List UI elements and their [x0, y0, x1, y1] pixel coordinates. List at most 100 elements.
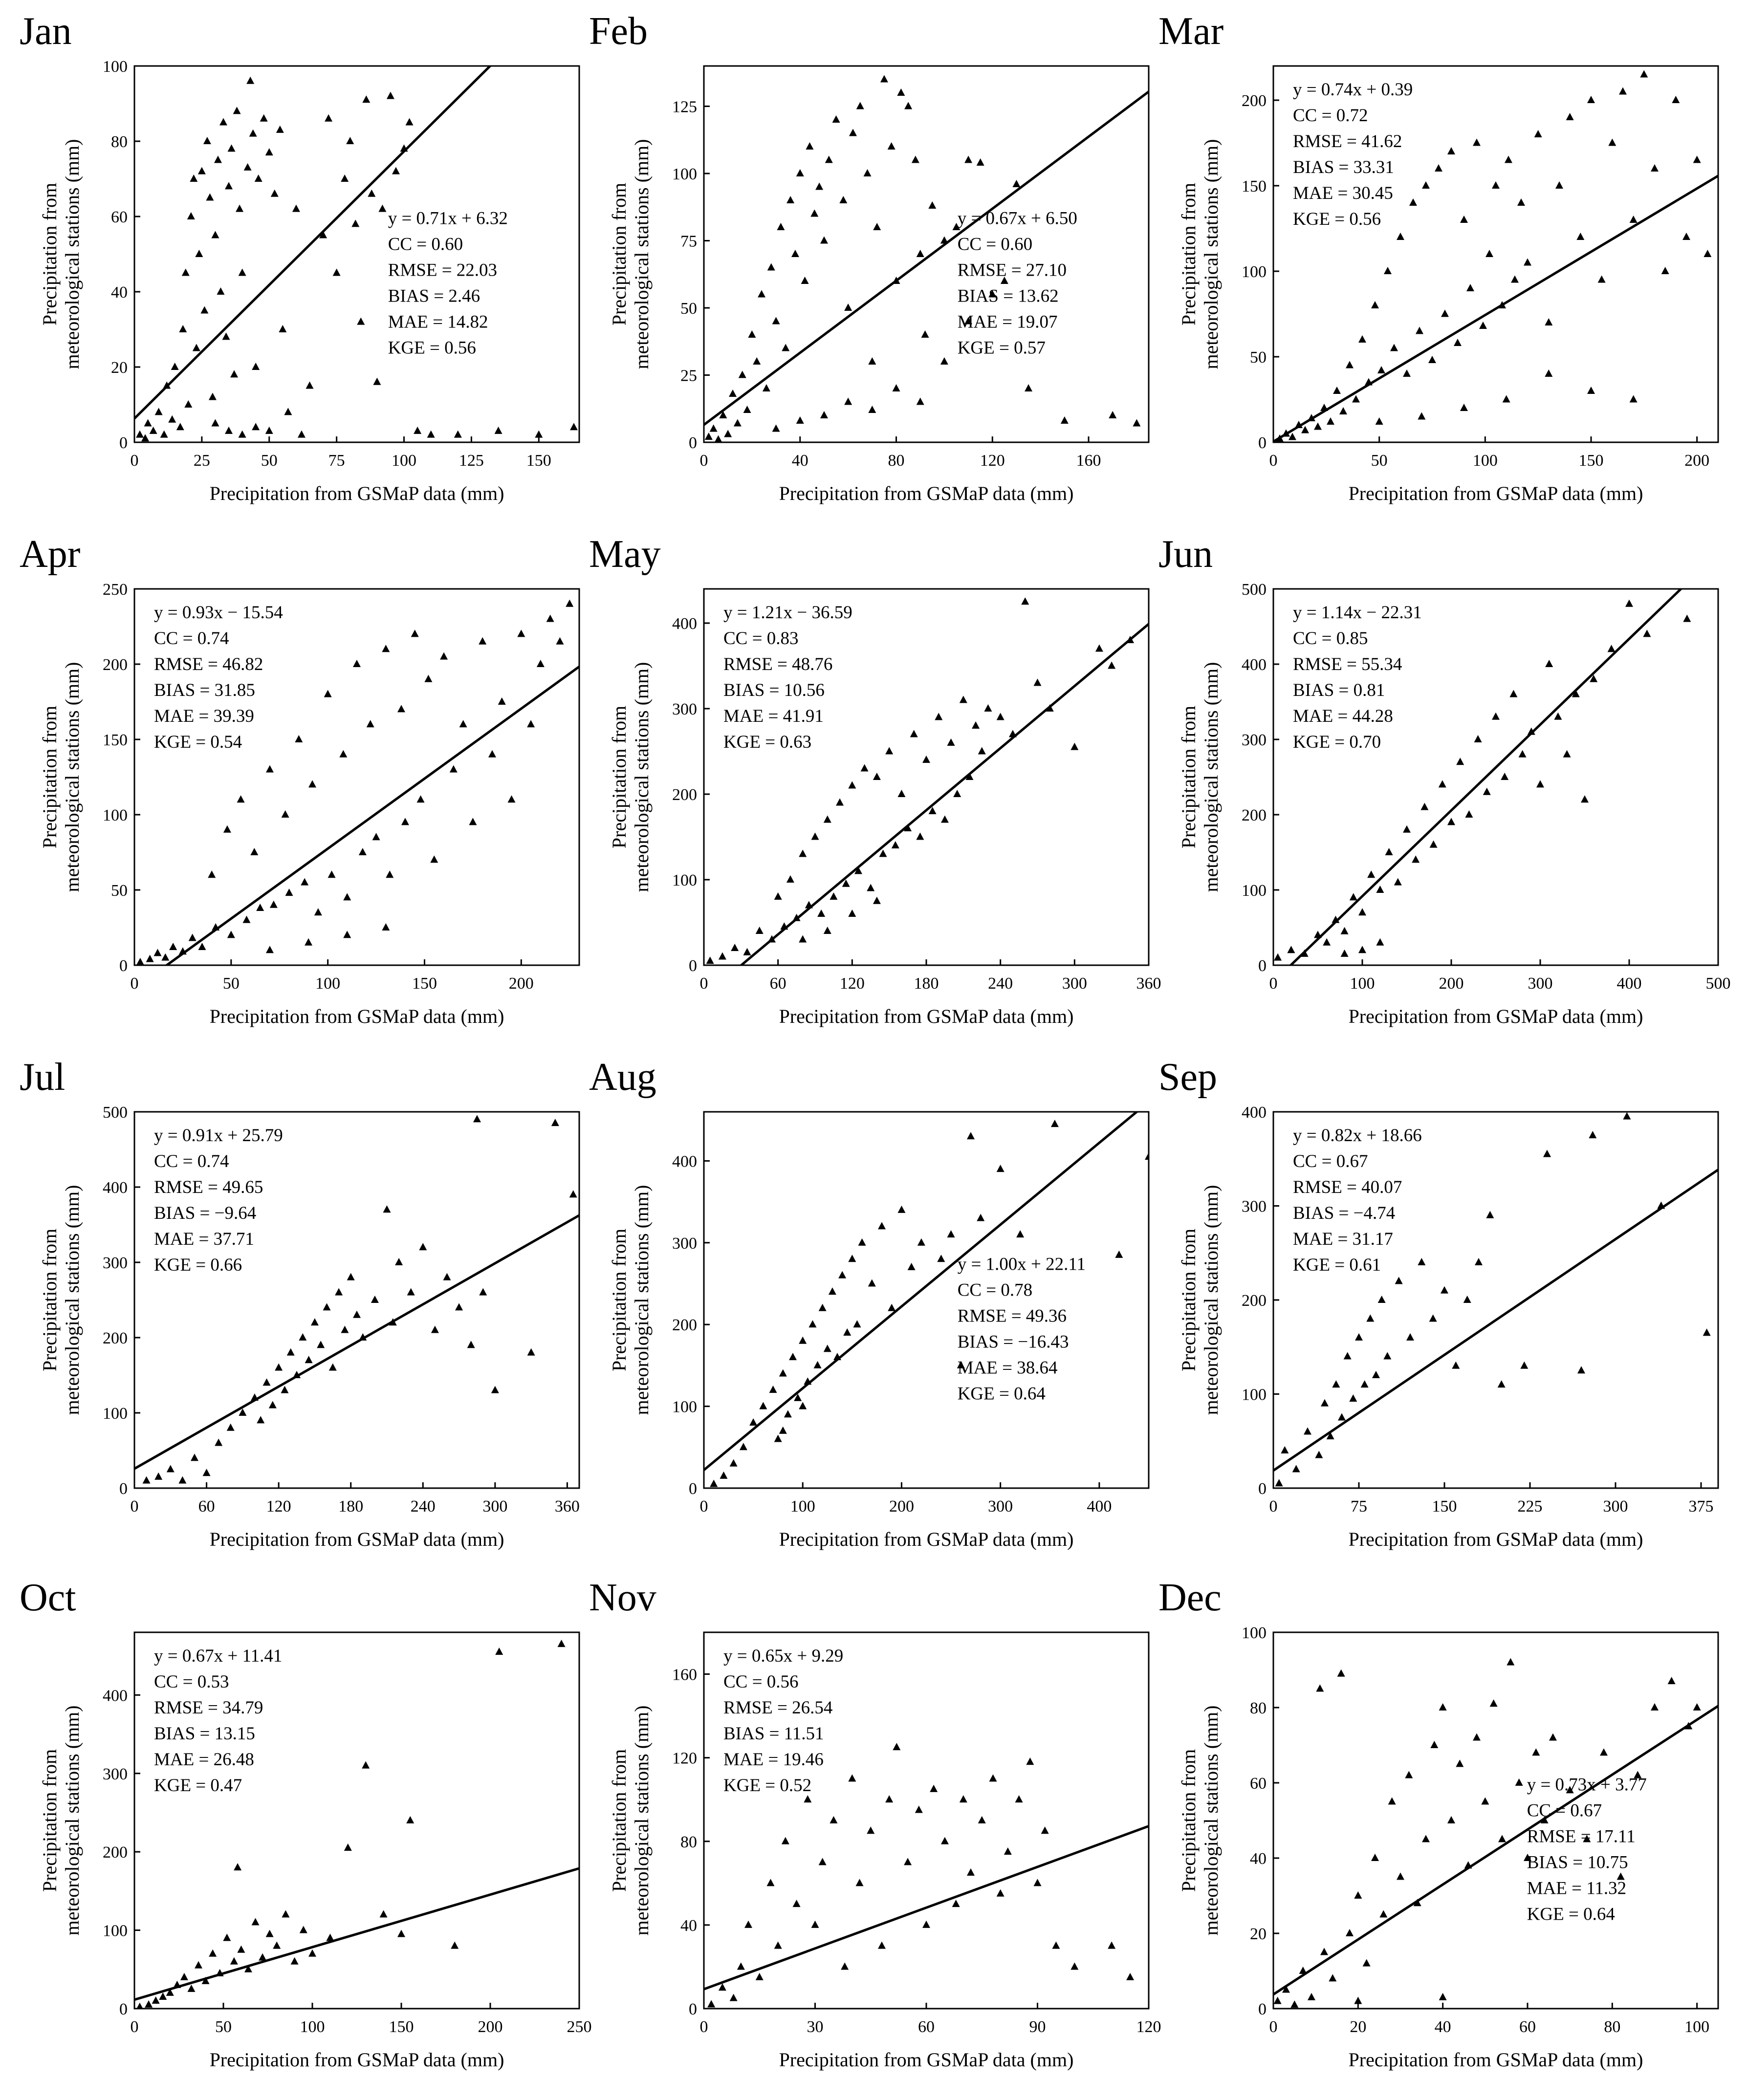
y-tick-label: 200 [672, 786, 697, 804]
data-point [459, 720, 467, 728]
data-point [1418, 412, 1426, 420]
data-point [1376, 938, 1384, 946]
data-point [729, 1459, 738, 1467]
x-tick-label: 50 [1371, 452, 1388, 470]
data-point [566, 599, 574, 607]
data-point [952, 223, 961, 230]
data-point [907, 1263, 916, 1271]
stat-line: RMSE = 46.82 [154, 654, 263, 674]
data-point [935, 713, 943, 720]
data-point [930, 1784, 938, 1792]
data-point [1430, 1741, 1439, 1748]
data-point [1466, 284, 1474, 291]
stat-line: BIAS = 33.31 [1293, 157, 1394, 177]
data-point [306, 381, 314, 389]
data-point [1460, 216, 1468, 223]
stat-line: BIAS = 2.46 [388, 286, 480, 306]
data-point [1385, 848, 1393, 855]
x-axis-label: Precipitation from GSMaP data (mm) [210, 2049, 504, 2071]
data-point [811, 1920, 819, 1928]
data-point [841, 1962, 849, 1970]
x-tick-label: 200 [889, 1497, 914, 1515]
data-point [187, 1984, 196, 1992]
data-point [144, 419, 152, 427]
y-tick-label: 80 [111, 133, 128, 151]
x-tick-label: 0 [131, 452, 139, 470]
data-point [1016, 1230, 1025, 1238]
x-tick-label: 0 [1269, 2018, 1278, 2036]
stat-line: BIAS = 11.51 [723, 1724, 824, 1744]
stat-line: MAE = 41.91 [723, 706, 824, 726]
month-title: Feb [589, 10, 648, 53]
data-point [455, 1303, 463, 1311]
data-point [1483, 787, 1491, 795]
data-point [1397, 1872, 1404, 1880]
data-point [1475, 1258, 1483, 1265]
stat-line: MAE = 19.46 [723, 1750, 824, 1770]
data-point [149, 426, 157, 434]
y-axis-label-line2: meteorological stations (mm) [1200, 1185, 1222, 1415]
stat-line: CC = 0.60 [958, 234, 1032, 254]
data-point [1327, 417, 1334, 425]
stat-line: MAE = 19.07 [958, 312, 1058, 332]
data-point [739, 1443, 747, 1451]
data-point [154, 408, 163, 415]
x-tick-label: 200 [509, 974, 534, 993]
data-point [378, 204, 387, 212]
data-point [317, 1341, 325, 1348]
y-tick-label: 0 [689, 1480, 697, 1498]
data-point [299, 1333, 307, 1341]
data-point [916, 397, 924, 405]
plot-frame [1272, 588, 1719, 966]
data-point [818, 1303, 827, 1311]
data-point [136, 2002, 143, 2009]
data-point [341, 1325, 349, 1333]
x-tick-label: 150 [389, 2018, 414, 2036]
data-point [707, 2000, 716, 2008]
data-point [353, 1310, 361, 1318]
regression-line [1273, 1705, 1718, 1996]
data-point [1288, 433, 1296, 440]
y-axis-label-line2: meteorological stations (mm) [61, 662, 83, 892]
x-tick-label: 30 [807, 2018, 824, 2036]
data-point [823, 815, 831, 823]
data-point [1346, 1929, 1354, 1936]
data-point [887, 142, 895, 150]
data-point [1403, 825, 1411, 833]
stat-line: RMSE = 49.36 [958, 1306, 1067, 1326]
data-point [1447, 818, 1455, 825]
stat-line: y = 0.91x + 25.79 [154, 1126, 283, 1146]
stat-line: BIAS = 0.81 [1293, 680, 1385, 700]
data-point [1473, 138, 1481, 146]
data-point [940, 815, 949, 823]
data-point [273, 1941, 281, 1949]
data-point [347, 1273, 355, 1280]
stat-line: RMSE = 55.34 [1293, 654, 1402, 674]
data-point [1590, 674, 1598, 682]
data-point [275, 1363, 283, 1371]
data-point [270, 189, 279, 197]
data-point [1441, 1286, 1448, 1294]
data-point [860, 764, 869, 772]
data-point [386, 870, 394, 878]
data-point [1524, 258, 1531, 266]
data-point [282, 1910, 290, 1918]
x-axis-label: Precipitation from GSMaP data (mm) [779, 2049, 1074, 2071]
x-tick-label: 180 [338, 1497, 363, 1515]
data-point [1429, 1314, 1437, 1322]
y-tick-label: 40 [680, 1917, 697, 1935]
data-point [1337, 1669, 1345, 1677]
data-point [1549, 1733, 1557, 1741]
data-point [392, 167, 400, 174]
y-tick-label: 400 [672, 615, 697, 633]
x-tick-label: 0 [700, 974, 708, 993]
data-point [880, 75, 888, 83]
data-point [1354, 1891, 1362, 1899]
data-point [180, 1972, 188, 1980]
data-point [146, 954, 154, 962]
x-tick-label: 300 [482, 1497, 507, 1515]
data-point [799, 849, 807, 857]
data-point [386, 91, 394, 99]
data-point [265, 426, 273, 434]
data-point [878, 1941, 886, 1949]
